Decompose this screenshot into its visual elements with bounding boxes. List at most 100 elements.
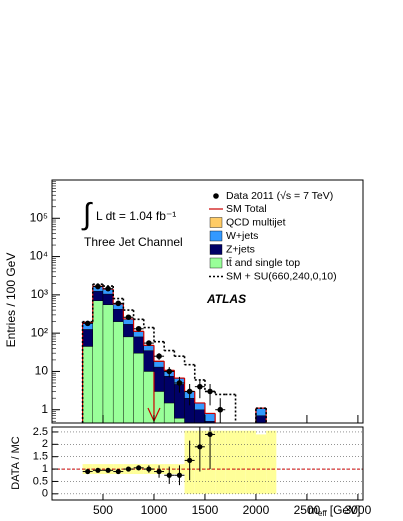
legend-swatch	[209, 257, 223, 269]
ratio-point	[105, 467, 111, 473]
uncertainty-band	[266, 430, 277, 494]
legend-marker	[213, 193, 219, 199]
x-tick-label: 1000	[141, 503, 168, 517]
ratio-point	[166, 472, 172, 478]
y-tick-label: 10⁵	[30, 210, 48, 224]
lumi-label: L dt = 1.04 fb⁻¹	[96, 209, 176, 223]
data-point	[207, 388, 213, 395]
histogram-bar	[174, 418, 185, 423]
y-tick-label: 10³	[31, 287, 48, 301]
uncertainty-band	[235, 430, 246, 494]
histogram-bar	[133, 331, 144, 338]
plot-frame	[51, 179, 364, 424]
x-label-main: m	[308, 503, 318, 517]
uncertainty-band	[225, 430, 236, 494]
histogram-bar	[133, 336, 144, 354]
data-point	[217, 406, 224, 413]
data-point	[115, 300, 122, 307]
histogram-bar	[82, 346, 93, 423]
x-axis-label: meff [GeV]	[308, 503, 360, 518]
histogram-bar	[204, 413, 216, 422]
x-tick-label: 500	[93, 503, 113, 517]
histogram-bar	[92, 300, 104, 423]
data-point	[197, 383, 203, 390]
histogram-bar	[255, 407, 267, 416]
ratio-y-tick-label: 0.5	[33, 475, 48, 487]
histogram-bar	[82, 329, 93, 347]
histogram-bar	[112, 321, 124, 423]
y-axis-label: Entries / 100 GeV	[4, 253, 18, 348]
legend-swatch	[209, 230, 223, 242]
ratio-y-tick-label: 2.5	[33, 426, 48, 438]
legend-swatch	[209, 244, 223, 255]
x-label-sub: eff	[318, 509, 328, 518]
histogram-bar	[123, 336, 134, 423]
histogram-bar	[92, 290, 104, 301]
data-point	[125, 314, 132, 321]
ratio-point	[197, 444, 203, 450]
x-tick-label: 3000	[345, 503, 372, 517]
ratio-point	[85, 468, 91, 475]
histogram-bar	[153, 366, 165, 392]
data-point	[95, 283, 101, 290]
legend-label: W+jets	[226, 230, 258, 242]
legend-label: QCD multijet	[226, 216, 286, 228]
experiment-label: ATLAS	[206, 292, 246, 306]
ratio-point	[187, 457, 193, 464]
ratio-point	[136, 465, 142, 471]
histogram-bar	[194, 409, 206, 423]
ratio-point	[146, 466, 152, 472]
channel-label: Three Jet Channel	[84, 235, 183, 249]
x-tick-label: 1500	[192, 503, 219, 517]
data-point	[186, 388, 193, 395]
histogram-bar	[143, 371, 155, 423]
ratio-point	[115, 468, 121, 475]
histogram-bar	[123, 324, 134, 338]
uncertainty-band	[245, 430, 256, 494]
histogram-bar	[143, 350, 155, 372]
ratio-point	[156, 468, 162, 475]
y-tick-label: 1	[41, 402, 48, 416]
data-point	[135, 325, 142, 332]
legend-label: SM Total	[226, 203, 267, 215]
x-tick-label: 2000	[243, 503, 270, 517]
ratio-y-tick-label: 1	[42, 463, 48, 475]
histogram-bar	[255, 415, 267, 423]
y-tick-label: 10	[35, 364, 49, 378]
histogram-bar	[133, 352, 144, 423]
histogram-bar	[112, 309, 124, 322]
ratio-axis-label: DATA / MC	[10, 436, 22, 489]
ratio-point	[95, 467, 101, 473]
y-tick-label: 10⁴	[29, 249, 48, 263]
uncertainty-band	[215, 430, 226, 494]
ratio-point	[125, 466, 132, 472]
data-point	[105, 285, 111, 292]
uncertainty-band	[255, 434, 267, 494]
ratio-point	[207, 431, 213, 438]
legend-label: SM + SU(660,240,0,10)	[226, 270, 337, 282]
data-point	[166, 368, 173, 375]
histogram-bar	[153, 361, 165, 368]
x-label-unit: [GeV]	[330, 503, 361, 517]
histogram-bar	[194, 402, 206, 410]
data-point	[156, 353, 162, 359]
legend-label: Z+jets	[226, 243, 255, 255]
y-tick-label: 10²	[31, 325, 48, 339]
ratio-y-tick-label: 2	[42, 438, 48, 450]
histogram-bar	[102, 293, 114, 306]
ratio-point	[176, 472, 183, 478]
histogram-bar	[163, 376, 175, 404]
main-plot	[81, 283, 267, 423]
ratio-plot	[52, 427, 363, 495]
ratio-frame	[51, 426, 364, 501]
legend-swatch	[209, 217, 223, 228]
legend-label: Data 2011 (√s = 7 TeV)	[226, 190, 333, 202]
lumi-integral: ∫	[81, 198, 93, 231]
histogram-bar	[102, 304, 114, 423]
histogram-bar	[143, 345, 155, 351]
ratio-y-tick-label: 0	[42, 488, 48, 500]
data-point	[146, 340, 152, 346]
data-point	[176, 380, 183, 386]
ratio-y-tick-label: 1.5	[33, 451, 48, 463]
